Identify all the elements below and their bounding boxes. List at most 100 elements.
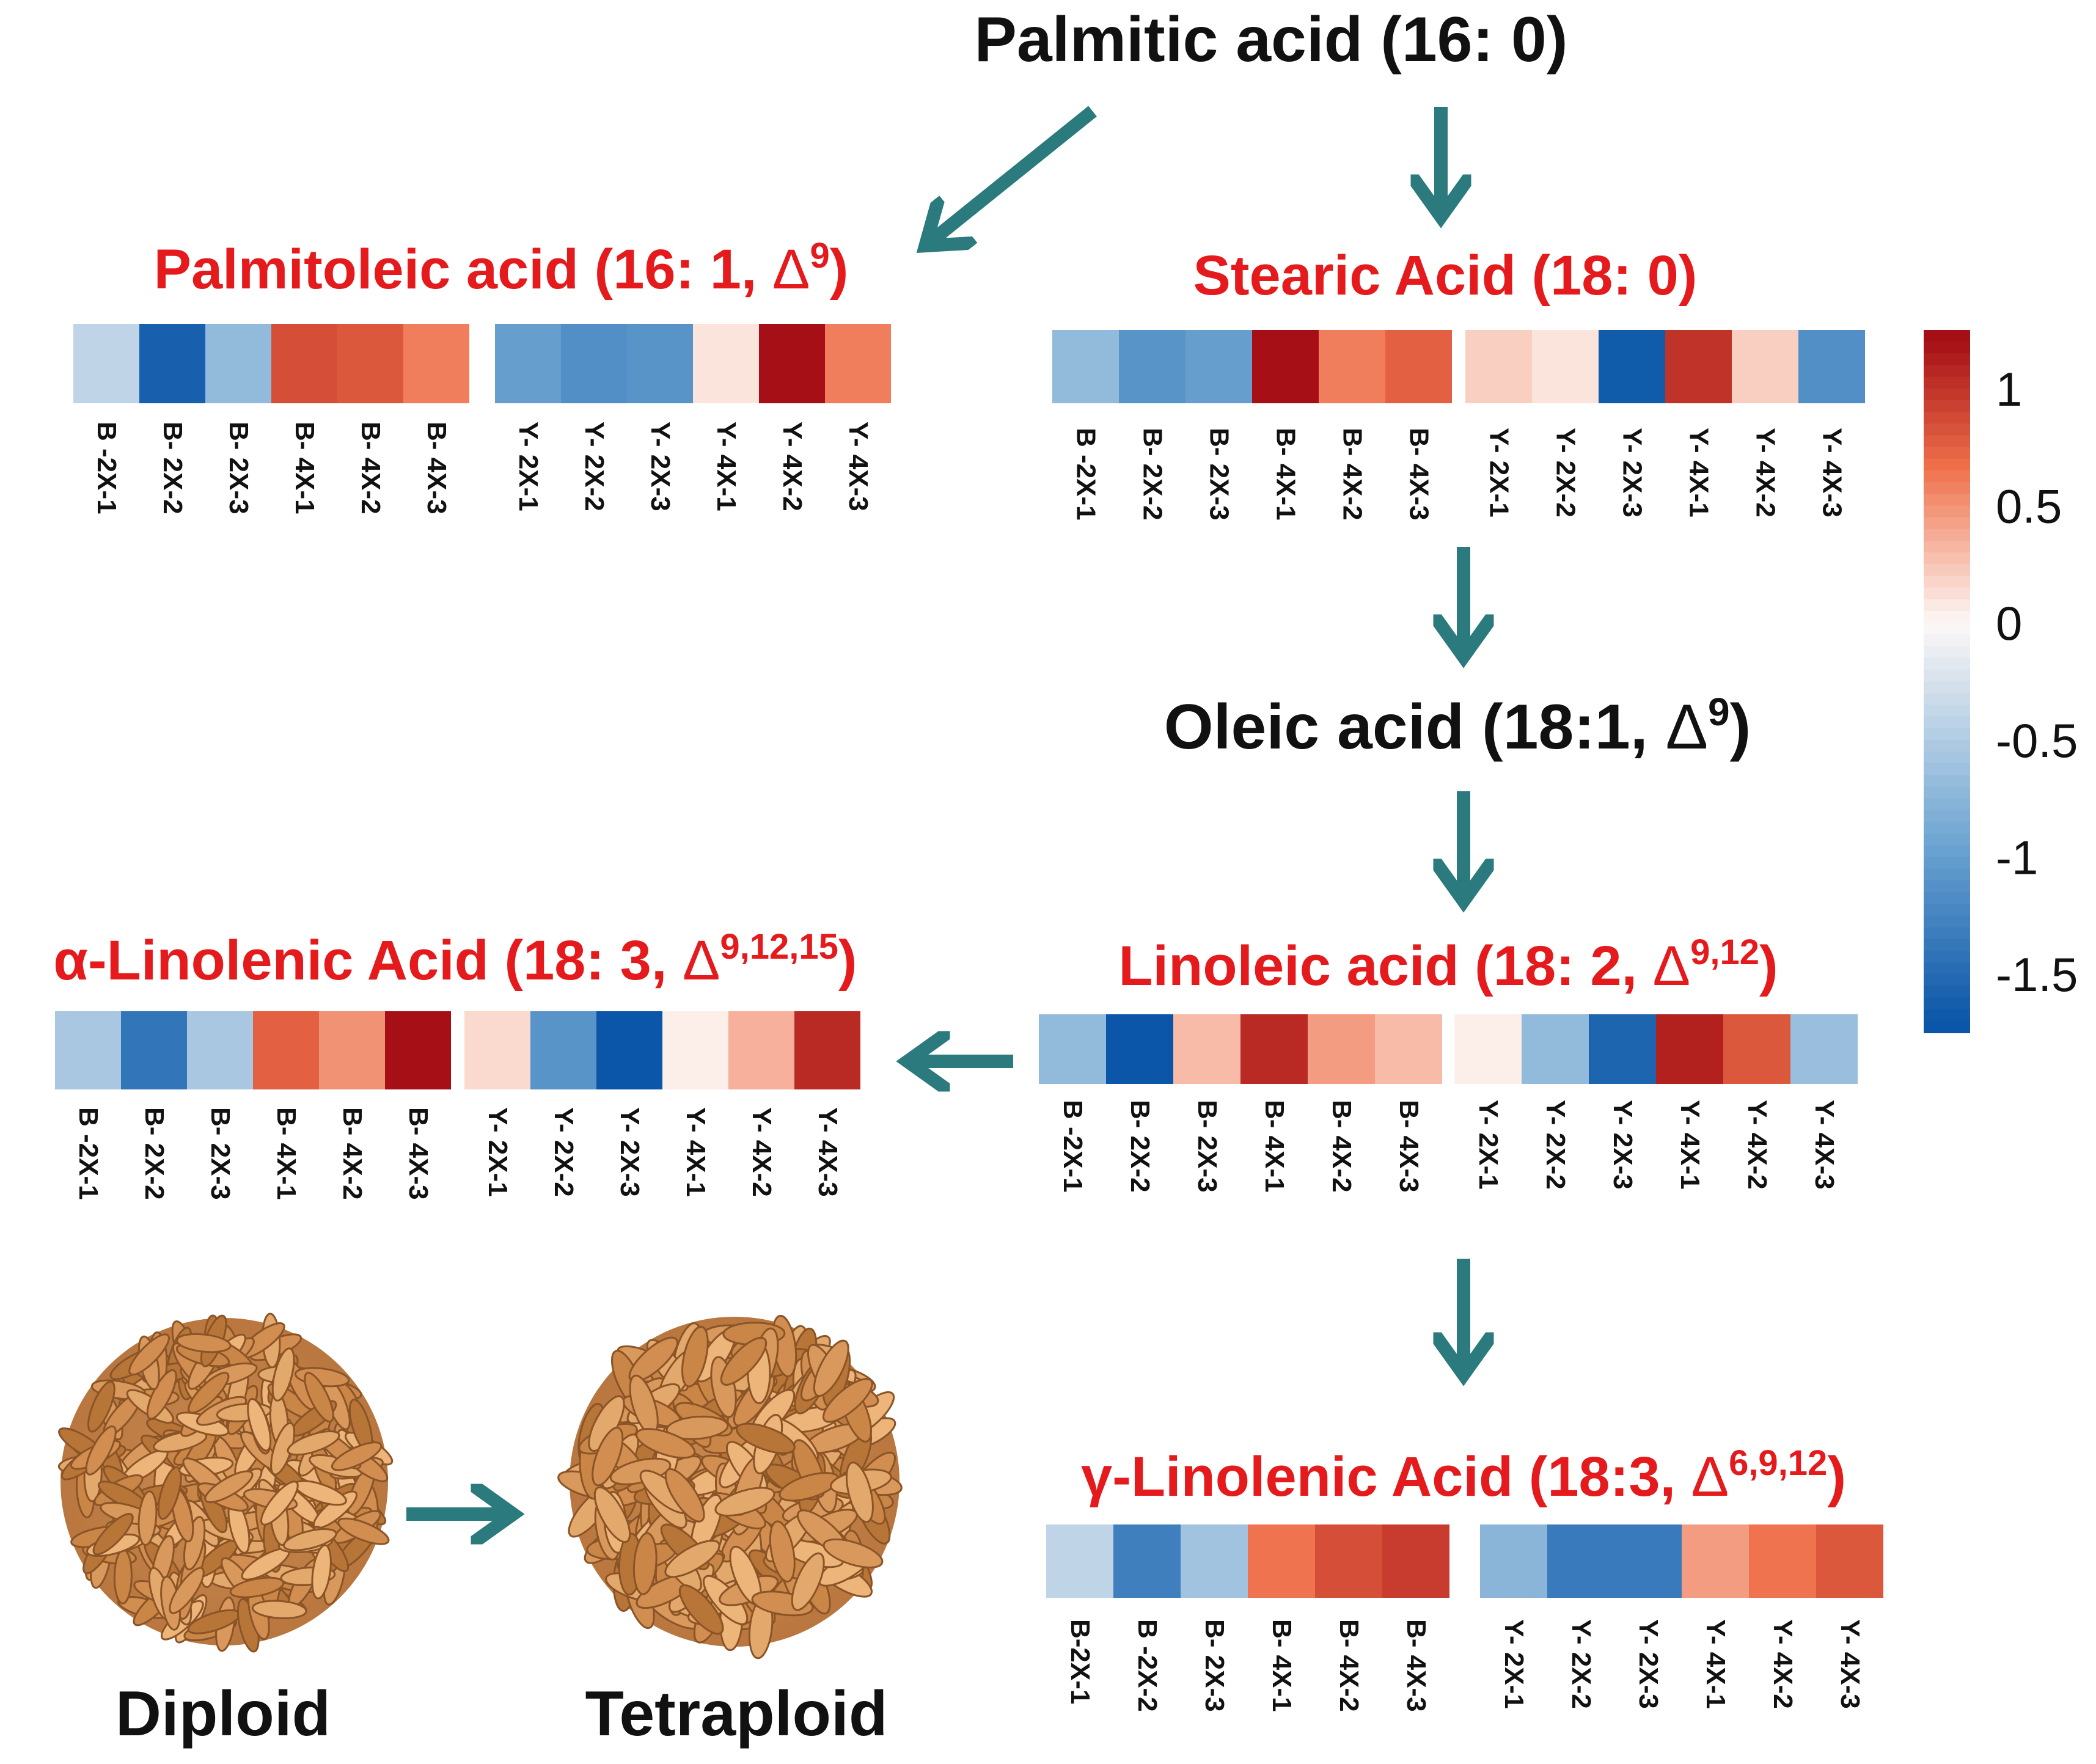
sample-label-stearic-11: Y- 4X-2 [1751,428,1781,518]
legend-gradient-step [1924,868,1970,881]
sample-label-gamma-5: B- 4X-2 [1334,1619,1364,1712]
heatmap-cell-palmitoleic-1 [73,324,139,403]
rice-grain [720,1336,768,1386]
rice-grain [678,1584,724,1635]
heatmap-cell-palmitoleic-6 [403,324,469,403]
heatmap-cell-linoleic-12 [1790,1014,1858,1084]
legend-gradient-step [1924,447,1970,459]
heatmap-cell-gamma-9 [1614,1524,1682,1598]
heatmap-cell-palmitoleic-2 [139,324,205,403]
heatmap-cell-stearic-2 [1119,330,1185,403]
rice-grain [157,1466,182,1520]
legend-tick-label: -1.5 [1996,948,2078,1001]
heatmap-cell-stearic-10 [1665,330,1732,403]
rice-grain [137,1490,158,1546]
sample-label-stearic-10: Y- 4X-1 [1684,428,1714,518]
heatmap-cell-palmitoleic-7 [495,324,561,403]
sample-label-linoleic-1: B -2X-1 [1058,1100,1088,1193]
rice-grain [665,1415,729,1440]
heatmap-cell-linoleic-10 [1656,1014,1723,1084]
rice-grain [337,1517,390,1545]
sample-label-palmitoleic-9: Y- 2X-3 [645,422,675,511]
heatmap-cell-gamma-6 [1382,1524,1449,1598]
sample-label-stearic-8: Y- 2X-2 [1551,428,1581,518]
sample-label-gamma-8: Y- 2X-2 [1566,1619,1596,1709]
sample-label-palmitoleic-6: B- 4X-3 [422,422,452,514]
rice-grain [736,1422,796,1454]
rice-grain [845,1462,874,1523]
legend-gradient-step [1924,786,1970,799]
rice-grain [113,1548,133,1605]
legend-gradient-step [1924,342,1970,354]
heatmap-cell-linoleic-8 [1522,1014,1589,1084]
sample-label-stearic-4: B- 4X-1 [1271,428,1301,521]
rice-grain [146,1369,177,1420]
sample-label-gamma-1: B-2X-1 [1065,1619,1095,1704]
legend-gradient-step [1924,798,1970,811]
sample-label-linoleic-8: Y- 2X-2 [1541,1100,1570,1190]
legend-gradient-step [1924,845,1970,858]
heatmap-cell-alpha-5 [319,1011,385,1089]
sample-label-alpha-8: Y- 2X-2 [549,1107,579,1197]
legend-gradient-step [1924,904,1970,917]
rice-grain [714,1487,775,1517]
heatmap-cell-linoleic-3 [1173,1014,1240,1084]
rice-grain [87,1380,115,1433]
sample-label-stearic-7: Y- 2X-1 [1484,428,1514,518]
rice-grain [169,1567,205,1614]
legend-gradient-step [1924,657,1970,670]
heatmap-cell-alpha-4 [253,1011,319,1089]
sample-label-palmitoleic-7: Y- 2X-1 [513,422,543,511]
heatmap-cell-gamma-2 [1113,1524,1181,1598]
sample-label-gamma-6: B- 4X-3 [1401,1619,1431,1712]
heatmap-cell-linoleic-2 [1106,1014,1173,1084]
legend-gradient-step [1924,927,1970,940]
legend-gradient-step [1924,470,1970,483]
rice-grain [664,1468,705,1523]
rice-grain [681,1325,709,1388]
legend-gradient-step [1924,552,1970,565]
sample-label-palmitoleic-10: Y- 4X-1 [711,422,741,511]
legend-gradient-step [1924,728,1970,741]
legend-gradient-step [1924,950,1970,963]
legend-tick-label: -1 [1996,831,2038,885]
heatmap-cell-linoleic-5 [1308,1014,1375,1084]
sample-label-alpha-10: Y- 4X-1 [681,1107,711,1197]
sample-label-stearic-3: B- 2X-3 [1204,428,1234,521]
heatmap-cell-alpha-3 [187,1011,253,1089]
heatmap-cell-linoleic-9 [1589,1014,1656,1084]
heatmap-cell-linoleic-4 [1240,1014,1308,1084]
legend-gradient-step [1924,716,1970,729]
legend-tick-label: -0.5 [1996,714,2078,767]
heatmap-cell-gamma-1 [1046,1524,1113,1598]
legend-gradient-step [1924,681,1970,694]
legend-gradient-step [1924,880,1970,893]
palmitoleic-acid-title: Palmitoleic acid (16: 1, Δ9) [154,236,849,301]
heatmap-cell-gamma-11 [1749,1524,1816,1598]
rice-grain [822,1378,873,1423]
sample-label-gamma-3: B- 2X-3 [1200,1619,1229,1712]
rice-grain [311,1544,332,1600]
sample-label-gamma-2: B -2X-2 [1132,1619,1162,1712]
rice-grain [664,1540,720,1578]
alpha-linolenic-acid-title: α-Linolenic Acid (18: 3, Δ9,12,15) [53,927,857,992]
heatmap-cell-stearic-11 [1732,330,1798,403]
legend-gradient-step [1924,365,1970,378]
legend-gradient-step [1924,892,1970,905]
rice-grain [204,1470,254,1504]
pathway-arrows [406,106,1464,1514]
sample-label-stearic-12: Y- 4X-3 [1817,428,1847,518]
rice-grain [592,1427,624,1487]
color-scale-legend: 1 0.5 0 -0.5 -1 -1.5 [1924,330,2078,1033]
rice-grain [229,1576,285,1598]
sample-label-linoleic-4: B- 4X-1 [1259,1100,1289,1193]
legend-gradient-step [1924,1009,1970,1022]
arrow-palmitic-to-palmitoleic [930,106,1097,242]
tetraploid-label: Tetraploid [585,1678,888,1749]
sample-label-gamma-10: Y- 4X-1 [1701,1619,1731,1709]
heatmap-cell-palmitoleic-4 [271,324,337,403]
legend-gradient-step [1924,505,1970,518]
rice-grain [769,1520,796,1583]
legend-gradient-step [1924,494,1970,507]
tetraploid-rice-grains-image [557,1314,903,1660]
